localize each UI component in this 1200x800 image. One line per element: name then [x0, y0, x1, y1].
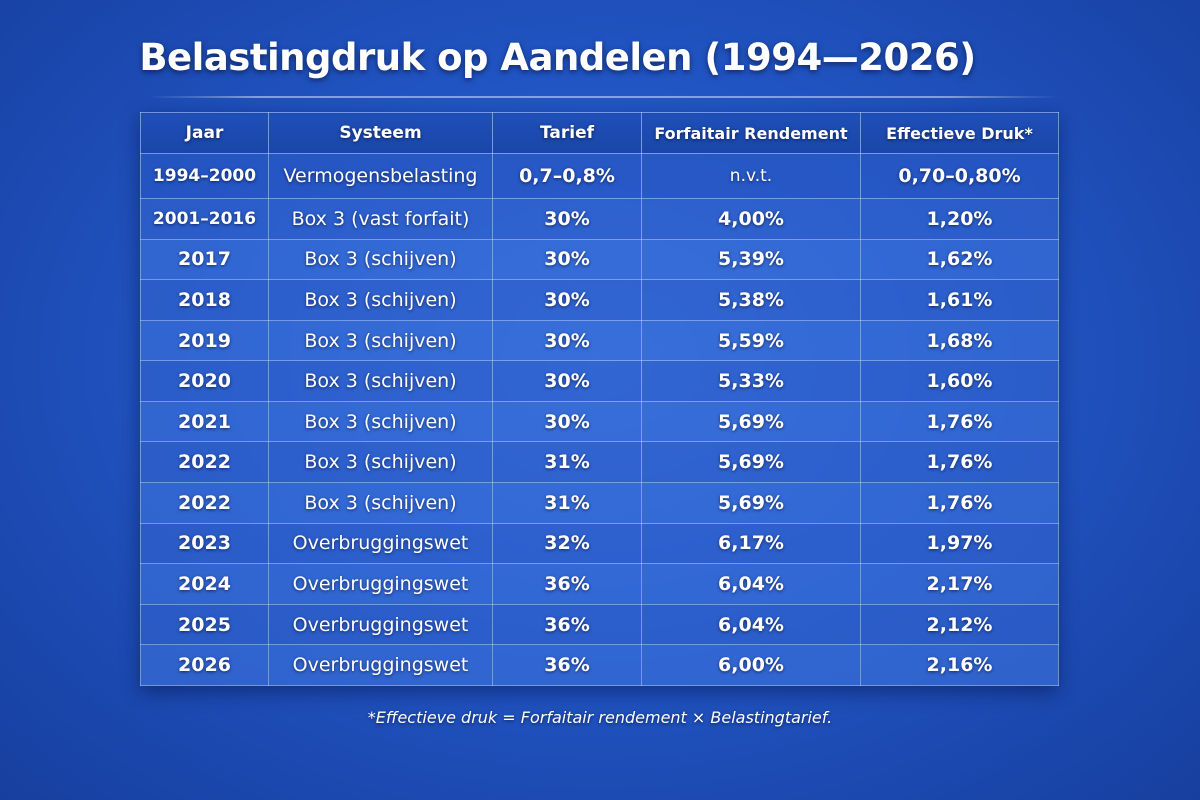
- cell-druk: 1,76%: [860, 441, 1059, 484]
- column-header-systeem: Systeem: [268, 112, 493, 154]
- cell-tarief: 36%: [492, 563, 642, 605]
- cell-tarief: 30%: [492, 360, 642, 402]
- table-row: 2025 Overbruggingswet 36% 6,04% 2,12%: [140, 603, 1059, 646]
- cell-systeem: Overbruggingswet: [268, 644, 493, 686]
- table-row: 2026 Overbruggingswet 36% 6,00% 2,16%: [140, 644, 1059, 686]
- cell-jaar: 2026: [140, 644, 269, 686]
- cell-tarief: 30%: [492, 319, 642, 362]
- cell-systeem: Box 3 (schijven): [268, 400, 493, 443]
- cell-druk: 1,20%: [860, 198, 1059, 240]
- cell-druk: 2,12%: [860, 603, 1059, 646]
- table-body: 1994–2000 Vermogensbelasting 0,7–0,8% n.v.t…: [140, 153, 1059, 686]
- cell-tarief: 30%: [492, 238, 642, 281]
- cell-druk: 1,76%: [860, 482, 1059, 524]
- cell-systeem: Box 3 (schijven): [268, 482, 493, 524]
- cell-druk: 1,97%: [860, 522, 1059, 565]
- cell-tarief: 0,7–0,8%: [492, 153, 642, 199]
- table-row: 2017 Box 3 (schijven) 30% 5,39% 1,62%: [140, 238, 1059, 281]
- cell-druk: 1,76%: [860, 400, 1059, 443]
- cell-druk: 2,16%: [860, 644, 1059, 686]
- cell-jaar: 2020: [140, 360, 269, 402]
- table-row: 2023 Overbruggingswet 32% 6,17% 1,97%: [140, 522, 1059, 565]
- cell-systeem: Overbruggingswet: [268, 603, 493, 646]
- cell-jaar: 1994–2000: [140, 153, 269, 199]
- cell-rendement: 6,00%: [641, 644, 861, 686]
- tax-table-container: Jaar Systeem Tarief Forfaitair Rendement Eff…: [140, 112, 1059, 686]
- column-header-tarief: Tarief: [492, 112, 642, 154]
- table-row: 2001–2016 Box 3 (vast forfait) 30% 4,00% 1,2…: [140, 198, 1059, 240]
- cell-rendement: 6,17%: [641, 522, 861, 565]
- cell-systeem: Box 3 (schijven): [268, 279, 493, 321]
- table-row: 2019 Box 3 (schijven) 30% 5,59% 1,68%: [140, 319, 1059, 362]
- cell-jaar: 2025: [140, 603, 269, 646]
- cell-tarief: 30%: [492, 400, 642, 443]
- cell-tarief: 31%: [492, 482, 642, 524]
- cell-jaar: 2017: [140, 238, 269, 281]
- cell-jaar: 2021: [140, 400, 269, 443]
- table-row: 2022 Box 3 (schijven) 31% 5,69% 1,76%: [140, 441, 1059, 484]
- cell-systeem: Overbruggingswet: [268, 563, 493, 605]
- cell-systeem: Box 3 (schijven): [268, 319, 493, 362]
- cell-tarief: 30%: [492, 198, 642, 240]
- tax-table: Jaar Systeem Tarief Forfaitair Rendement Eff…: [140, 112, 1059, 686]
- cell-rendement: 5,69%: [641, 400, 861, 443]
- table-row: 1994–2000 Vermogensbelasting 0,7–0,8% n.v.t…: [140, 153, 1059, 199]
- page-title: Belastingdruk op Aandelen (1994—2026): [139, 36, 976, 79]
- cell-tarief: 36%: [492, 603, 642, 646]
- cell-tarief: 36%: [492, 644, 642, 686]
- cell-jaar: 2024: [140, 563, 269, 605]
- table-row: 2021 Box 3 (schijven) 30% 5,69% 1,76%: [140, 400, 1059, 443]
- table-row: 2020 Box 3 (schijven) 30% 5,33% 1,60%: [140, 360, 1059, 402]
- cell-jaar: 2019: [140, 319, 269, 362]
- cell-druk: 1,61%: [860, 279, 1059, 321]
- cell-jaar: 2018: [140, 279, 269, 321]
- table-header-row: Jaar Systeem Tarief Forfaitair Rendement Eff…: [140, 112, 1059, 154]
- cell-rendement: n.v.t.: [641, 153, 861, 199]
- table-row: 2018 Box 3 (schijven) 30% 5,38% 1,61%: [140, 279, 1059, 321]
- column-header-jaar: Jaar: [140, 112, 269, 154]
- cell-systeem: Overbruggingswet: [268, 522, 493, 565]
- cell-tarief: 30%: [492, 279, 642, 321]
- table-row: 2022 Box 3 (schijven) 31% 5,69% 1,76%: [140, 482, 1059, 524]
- cell-systeem: Box 3 (schijven): [268, 360, 493, 402]
- cell-tarief: 31%: [492, 441, 642, 484]
- table-row: 2024 Overbruggingswet 36% 6,04% 2,17%: [140, 563, 1059, 605]
- cell-rendement: 5,39%: [641, 238, 861, 281]
- cell-rendement: 5,69%: [641, 482, 861, 524]
- cell-systeem: Box 3 (schijven): [268, 441, 493, 484]
- cell-jaar: 2001–2016: [140, 198, 269, 240]
- cell-jaar: 2022: [140, 482, 269, 524]
- column-header-druk: Effectieve Druk*: [860, 112, 1059, 154]
- cell-systeem: Box 3 (schijven): [268, 238, 493, 281]
- cell-jaar: 2023: [140, 522, 269, 565]
- cell-systeem: Box 3 (vast forfait): [268, 198, 493, 240]
- cell-druk: 0,70–0,80%: [860, 153, 1059, 199]
- footnote: *Effectieve druk = Forfaitair rendement …: [367, 708, 833, 727]
- cell-rendement: 5,33%: [641, 360, 861, 402]
- cell-druk: 2,17%: [860, 563, 1059, 605]
- column-header-rendement: Forfaitair Rendement: [641, 112, 861, 154]
- cell-druk: 1,62%: [860, 238, 1059, 281]
- cell-druk: 1,60%: [860, 360, 1059, 402]
- cell-druk: 1,68%: [860, 319, 1059, 362]
- cell-rendement: 4,00%: [641, 198, 861, 240]
- cell-tarief: 32%: [492, 522, 642, 565]
- title-divider: [148, 96, 1058, 98]
- cell-rendement: 6,04%: [641, 603, 861, 646]
- cell-rendement: 6,04%: [641, 563, 861, 605]
- cell-systeem: Vermogensbelasting: [268, 153, 493, 199]
- cell-rendement: 5,59%: [641, 319, 861, 362]
- cell-rendement: 5,69%: [641, 441, 861, 484]
- cell-rendement: 5,38%: [641, 279, 861, 321]
- cell-jaar: 2022: [140, 441, 269, 484]
